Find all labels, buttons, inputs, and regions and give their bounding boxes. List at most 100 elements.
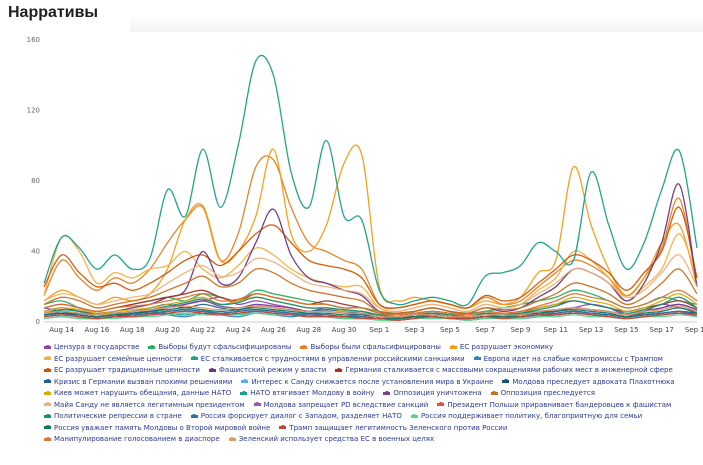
legend-marker-icon xyxy=(300,344,308,349)
legend-item[interactable]: Киев может нарушить обещания, данные НАТ… xyxy=(44,388,231,400)
legend-marker-icon xyxy=(44,413,51,418)
legend-item[interactable]: Майя Санду не является легитимным презид… xyxy=(44,400,245,412)
legend-item[interactable]: Интерес к Санду снижается после установл… xyxy=(241,377,493,389)
series-line[interactable] xyxy=(43,310,698,321)
legend-label: Президент Польши приравнивает бандеровце… xyxy=(447,400,672,409)
legend-marker-icon xyxy=(253,402,261,406)
legend-item[interactable]: Трамп защищает легитимность Зеленского п… xyxy=(279,423,507,435)
series-line[interactable] xyxy=(43,289,698,316)
legend-item[interactable]: Выборы были сфальсифицированы xyxy=(300,342,441,354)
series-line[interactable] xyxy=(43,144,698,309)
legend-marker-icon xyxy=(437,402,445,406)
legend-label: Оппозиция преследуется xyxy=(500,389,595,397)
legend-item[interactable]: Выборы будут сфальсифицированы xyxy=(148,342,291,354)
x-tick-label: Sep 7 xyxy=(475,326,495,334)
legend-item[interactable]: Оппозиция уничтожена xyxy=(383,388,482,400)
legend-marker-icon xyxy=(44,402,51,406)
legend-marker-icon xyxy=(208,367,216,372)
legend-item[interactable]: ЕС разрушает экономику xyxy=(449,342,554,354)
legend-item[interactable]: Политические репрессии в стране xyxy=(44,411,182,423)
y-tick-label: 120 xyxy=(27,107,40,115)
legend-item[interactable]: ЕС разрушает семейные ценности xyxy=(44,354,182,366)
legend-item[interactable]: Манипулирование голосованием в диаспоре xyxy=(44,434,220,446)
series-line[interactable] xyxy=(43,312,698,322)
legend-marker-icon xyxy=(490,390,498,395)
legend-label: Кризис в Германии вызван плохими решения… xyxy=(54,377,233,386)
legend-item[interactable]: Россия форсирует диалог с Западом, разде… xyxy=(190,411,402,423)
legend-item[interactable]: Европа идет на слабые компромиссы с Трам… xyxy=(473,354,663,366)
legend-marker-icon xyxy=(44,379,51,383)
series-line[interactable] xyxy=(43,206,698,309)
legend-label: Политические репрессии в стране xyxy=(54,412,182,420)
x-tick-label: Sep 3 xyxy=(405,326,425,334)
x-tick-label: Aug 22 xyxy=(190,326,215,334)
series-line[interactable] xyxy=(43,307,698,320)
x-tick-label: Aug 14 xyxy=(49,326,74,334)
series-line[interactable] xyxy=(43,54,698,307)
legend-item[interactable]: Молдова запрещает PD вследствие санкций xyxy=(253,400,428,412)
y-tick-label: 40 xyxy=(31,248,40,256)
series-line[interactable] xyxy=(43,309,698,320)
legend-label: Россия уважает память Молдовы о Второй м… xyxy=(54,423,271,432)
legend-label: Киев может нарушить обещания, данные НАТ… xyxy=(54,389,232,397)
header-fade xyxy=(130,14,703,32)
x-tick-label: Aug 30 xyxy=(332,326,357,334)
legend-label: Россия поддерживает политику, благоприят… xyxy=(420,412,643,420)
legend-item[interactable]: ЕС сталкивается с трудностями в управлен… xyxy=(190,354,465,366)
series-line[interactable] xyxy=(43,155,698,310)
legend-label: Германия сталкивается с массовыми сокращ… xyxy=(345,366,673,374)
legend-item[interactable]: Германия сталкивается с массовыми сокращ… xyxy=(335,365,673,377)
legend-marker-icon xyxy=(44,344,51,349)
legend-item[interactable]: Кризис в Германии вызван плохими решения… xyxy=(44,377,232,389)
legend-label: ЕС разрушает традиционные ценности xyxy=(54,366,200,374)
chart-legend: Цензура в государстве Выборы будут сфальс… xyxy=(44,342,699,446)
x-tick-label: Aug 18 xyxy=(120,326,145,334)
legend-label: Европа идет на слабые компромиссы с Трам… xyxy=(483,354,663,363)
legend-label: Молдова преследует адвоката Плахотнюка xyxy=(512,377,675,386)
x-tick-label: Sep 19 xyxy=(685,326,703,334)
series-line[interactable] xyxy=(43,183,698,315)
x-tick-label: Aug 28 xyxy=(296,326,321,334)
legend-marker-icon xyxy=(190,413,198,418)
x-tick-label: Aug 20 xyxy=(155,326,180,334)
legend-marker-icon xyxy=(44,367,51,372)
legend-marker-icon xyxy=(383,390,391,395)
legend-marker-icon xyxy=(279,425,287,429)
legend-label: Выборы были сфальсифицированы xyxy=(310,343,441,351)
legend-item[interactable]: Фашистский режим у власти xyxy=(208,365,327,377)
legend-marker-icon xyxy=(148,344,156,349)
x-tick-label: Sep 5 xyxy=(440,326,460,334)
legend-label: Трамп защищает легитимность Зеленского п… xyxy=(289,423,508,432)
y-tick-label: 80 xyxy=(31,177,40,185)
legend-item[interactable]: Россия поддерживает политику, благоприят… xyxy=(410,411,643,423)
legend-item[interactable]: Россия уважает память Молдовы о Второй м… xyxy=(44,423,270,435)
x-tick-label: Aug 24 xyxy=(226,326,251,334)
legend-item[interactable]: Цензура в государстве xyxy=(44,342,139,354)
legend-item[interactable]: Президент Польши приравнивает бандеровце… xyxy=(437,400,671,412)
legend-label: Интерес к Санду снижается после установл… xyxy=(251,377,494,386)
x-tick-label: Sep 1 xyxy=(369,326,389,334)
legend-label: Манипулирование голосованием в диаспоре xyxy=(54,435,220,443)
series-line[interactable] xyxy=(43,254,698,313)
legend-marker-icon xyxy=(240,390,248,395)
legend-marker-icon xyxy=(44,390,51,395)
legend-label: Майя Санду не является легитимным презид… xyxy=(54,400,245,409)
x-tick-label: Sep 15 xyxy=(614,326,638,334)
series-line[interactable] xyxy=(43,267,698,314)
legend-label: Зеленский использует средства ЕС в военн… xyxy=(238,435,435,443)
legend-item[interactable]: ЕС разрушает традиционные ценности xyxy=(44,365,200,377)
legend-item[interactable]: Молдова преследует адвоката Плахотнюка xyxy=(502,377,675,389)
legend-item[interactable]: Зеленский использует средства ЕС в военн… xyxy=(228,434,435,446)
x-tick-label: Sep 11 xyxy=(544,326,568,334)
legend-label: Фашистский режим у власти xyxy=(218,366,327,374)
legend-item[interactable]: Оппозиция преследуется xyxy=(490,388,595,400)
series-line[interactable] xyxy=(43,305,698,318)
x-tick-label: Sep 9 xyxy=(511,326,531,334)
legend-item[interactable]: НАТО втягивает Молдову в войну xyxy=(240,388,374,400)
legend-label: ЕС разрушает семейные ценности xyxy=(54,354,182,363)
legend-label: Оппозиция уничтожена xyxy=(393,389,482,397)
legend-label: ЕС разрушает экономику xyxy=(459,343,554,351)
x-tick-label: Sep 17 xyxy=(650,326,674,334)
y-tick-label: 160 xyxy=(27,36,40,44)
legend-marker-icon xyxy=(228,436,236,441)
